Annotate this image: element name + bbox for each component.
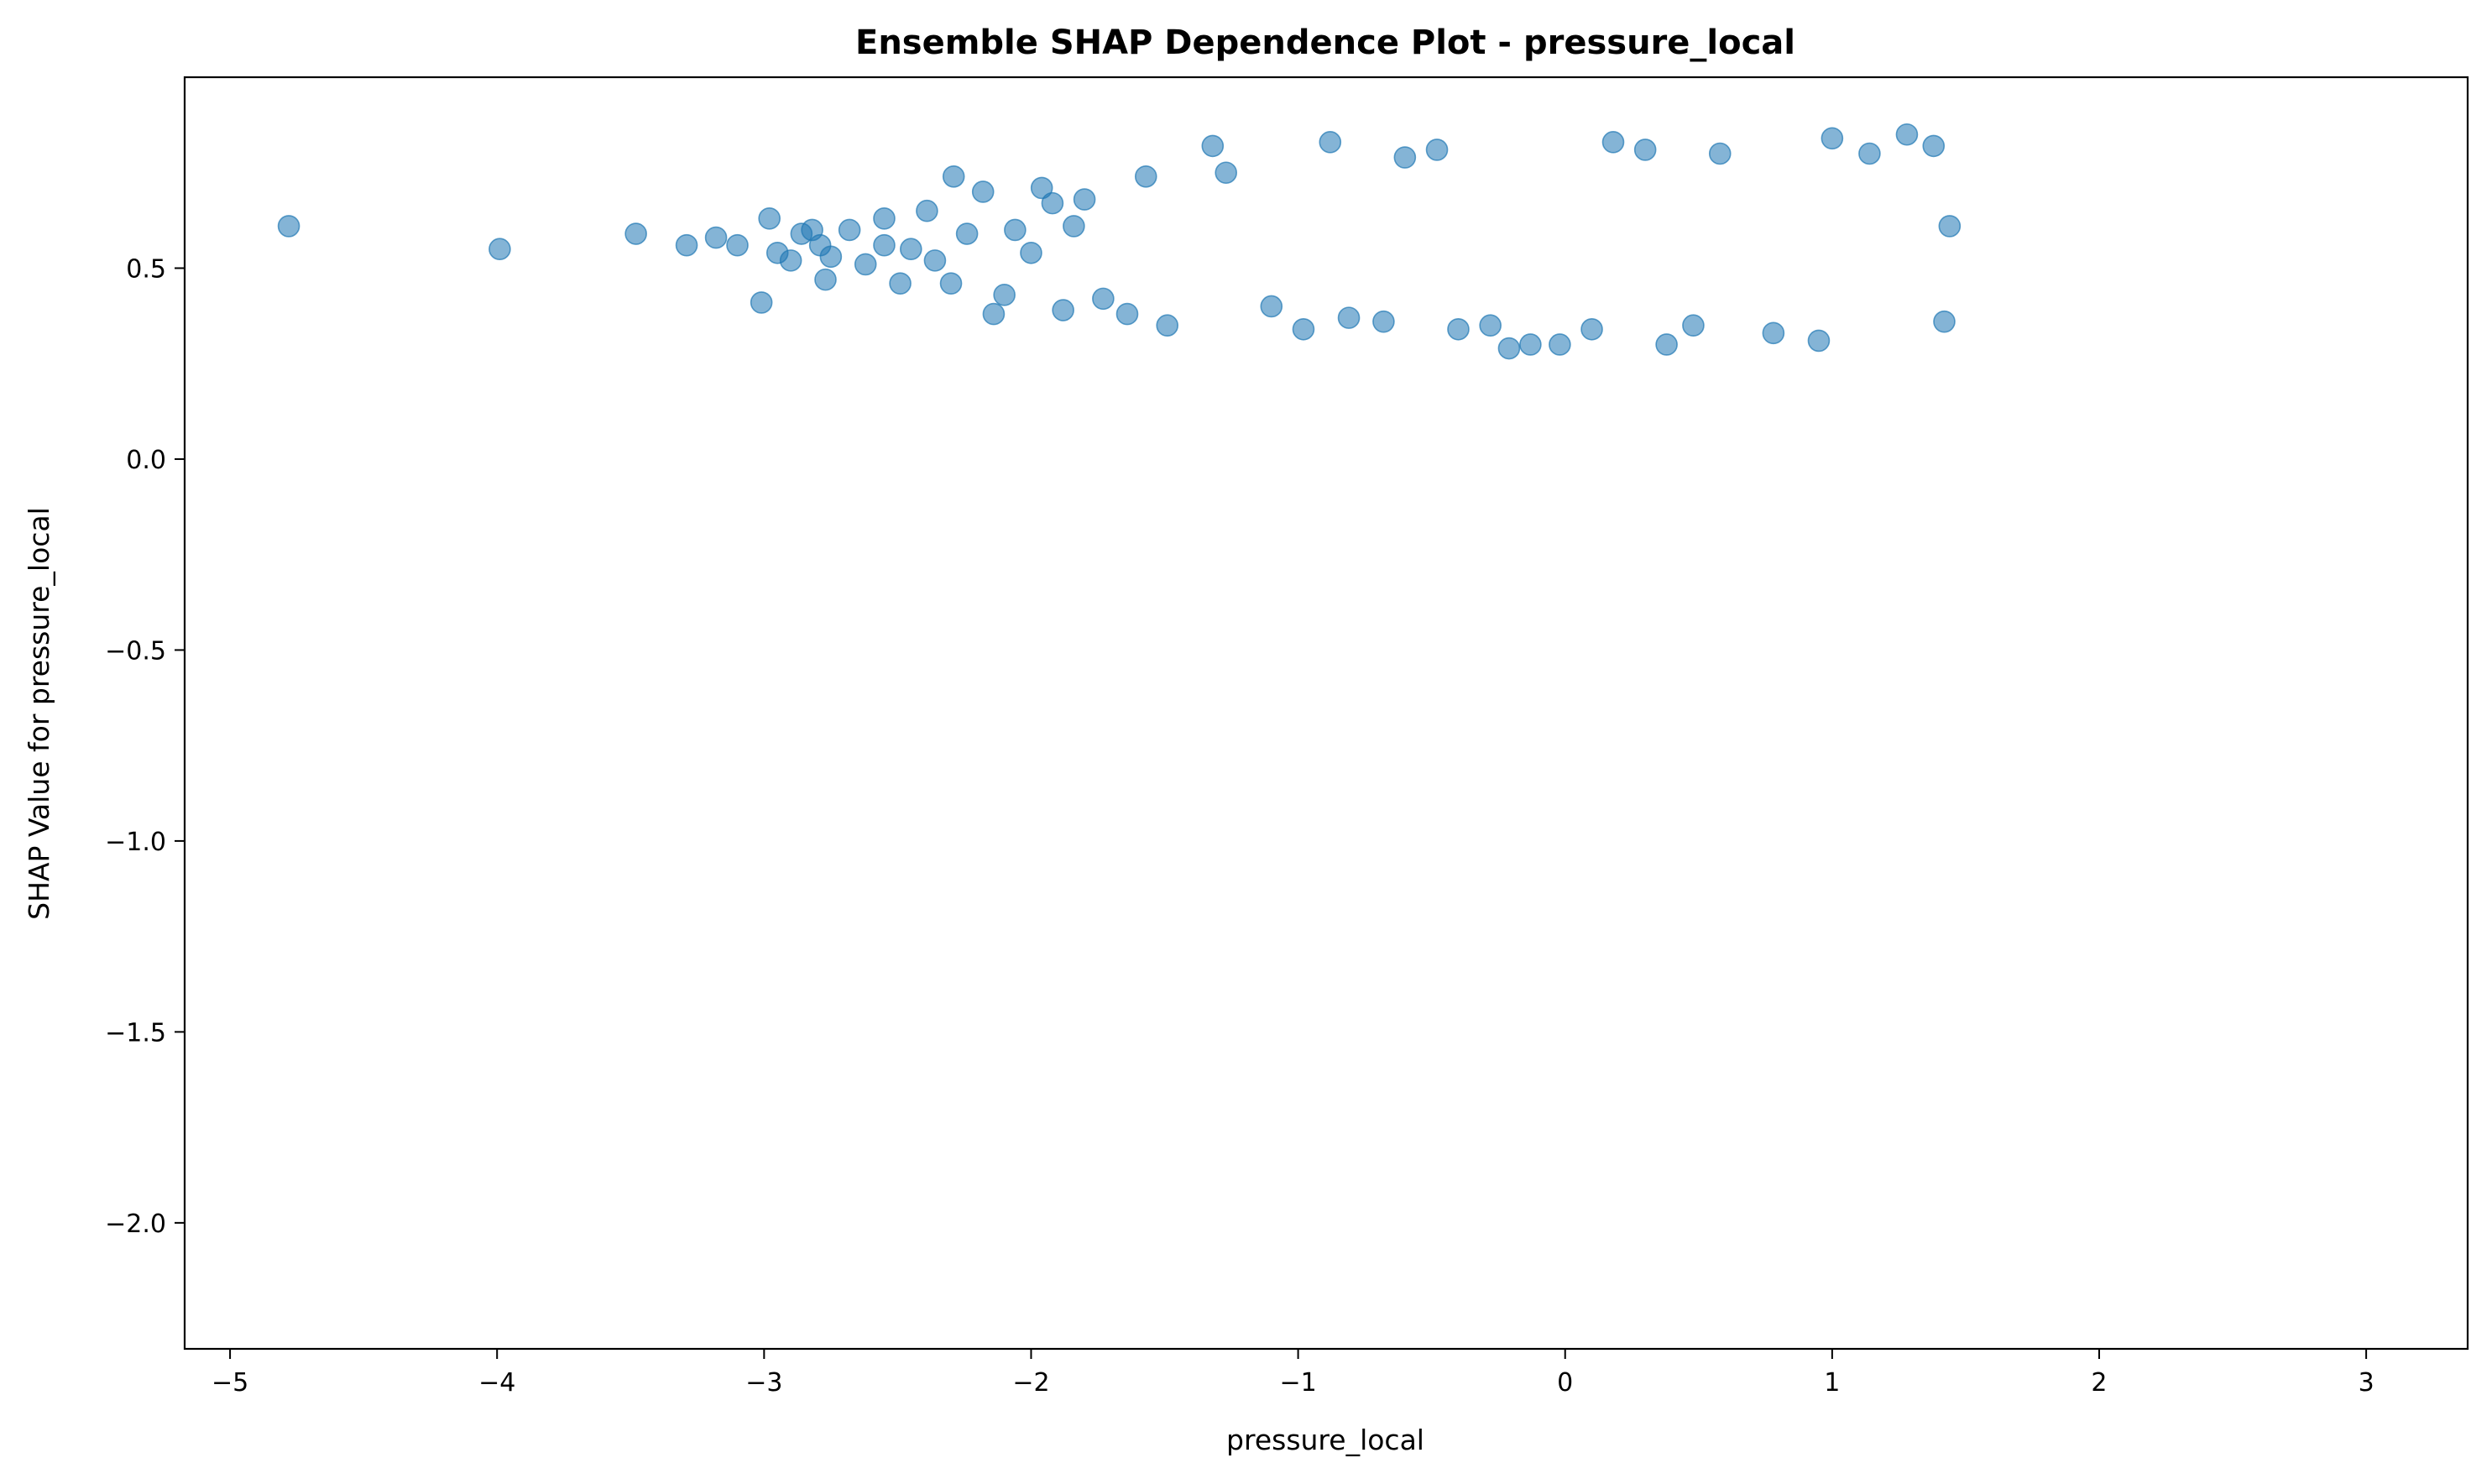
scatter-point	[624, 222, 647, 245]
scatter-point	[982, 302, 1006, 326]
scatter-point	[1020, 241, 1042, 264]
scatter-point	[1115, 302, 1139, 326]
scatter-points	[277, 123, 1962, 360]
scatter-point	[1337, 306, 1361, 329]
scatter-point	[819, 245, 843, 269]
chart-title: Ensemble SHAP Dependence Plot - pressure…	[855, 24, 1795, 62]
x-tick-label: 0	[1557, 1368, 1573, 1398]
scatter-point	[1393, 146, 1417, 169]
scatter-point	[726, 233, 749, 257]
scatter-point	[942, 165, 965, 188]
x-tick-label: −2	[1012, 1368, 1049, 1398]
scatter-point	[1447, 317, 1470, 341]
scatter-point	[1922, 134, 1946, 158]
scatter-point	[1479, 314, 1502, 337]
scatter-point	[854, 253, 877, 276]
x-tick-label: 3	[2359, 1368, 2374, 1398]
x-tick-label: 2	[2091, 1368, 2107, 1398]
y-tick-label: −1.0	[105, 828, 166, 857]
scatter-point	[1134, 165, 1157, 188]
scatter-point	[971, 180, 995, 203]
scatter-point	[1063, 215, 1085, 238]
scatter-point	[1549, 333, 1571, 356]
scatter-point	[955, 222, 979, 245]
scatter-point	[873, 207, 896, 230]
scatter-point	[916, 199, 938, 222]
scatter-point	[1497, 337, 1521, 360]
y-tick-label: 0.5	[126, 254, 166, 284]
scatter-point	[1580, 317, 1603, 341]
scatter-point	[1682, 314, 1705, 337]
scatter-point	[1292, 317, 1315, 341]
x-tick-label: 1	[1824, 1368, 1840, 1398]
plot-frame	[183, 76, 2469, 1351]
scatter-point	[1004, 218, 1027, 242]
scatter-point	[1372, 310, 1395, 333]
scatter-point	[1073, 188, 1096, 211]
scatter-point	[838, 218, 861, 242]
scatter-point	[1601, 131, 1625, 154]
scatter-point	[1938, 215, 1962, 238]
scatter-point	[277, 215, 300, 238]
scatter-point	[1762, 321, 1785, 345]
scatter-point	[750, 291, 773, 314]
scatter-point	[1655, 333, 1678, 356]
scatter-point	[1319, 131, 1342, 154]
scatter-point	[704, 226, 728, 249]
scatter-point	[939, 272, 963, 295]
scatter-point	[814, 268, 837, 291]
scatter-point	[1858, 142, 1881, 165]
scatter-point	[1807, 329, 1831, 353]
y-axis-title: SHAP Value for pressure_local	[23, 507, 55, 920]
y-tick-label: −1.5	[105, 1018, 166, 1048]
scatter-point	[488, 238, 511, 261]
scatter-point	[1519, 333, 1542, 356]
x-tick-label: −3	[745, 1368, 782, 1398]
scatter-point	[923, 249, 947, 272]
scatter-point	[873, 233, 896, 257]
x-tick-label: −5	[212, 1368, 248, 1398]
y-tick-label: −2.0	[105, 1210, 166, 1239]
scatter-point	[1052, 299, 1074, 321]
scatter-point	[1156, 314, 1179, 337]
scatter-point	[1895, 123, 1919, 146]
scatter-point	[1092, 287, 1115, 311]
scatter-point	[675, 233, 698, 257]
y-axis-ticks: 0.5 0.0 −0.5 −1.0 −1.5 −2.0	[105, 254, 185, 1239]
scatter-point	[1821, 127, 1844, 150]
x-tick-label: −1	[1279, 1368, 1316, 1398]
scatter-point	[1633, 138, 1657, 161]
scatter-point	[758, 207, 781, 230]
x-tick-label: −4	[478, 1368, 515, 1398]
scatter-point	[1215, 161, 1238, 185]
scatter-point	[1933, 310, 1956, 333]
y-tick-label: 0.0	[126, 446, 166, 475]
x-axis-ticks: −5 −4 −3 −2 −1 0 1 2 3	[212, 1349, 2374, 1398]
scatter-point	[900, 238, 922, 261]
scatter-point	[1425, 138, 1449, 161]
y-tick-label: −0.5	[105, 636, 166, 666]
scatter-point	[1708, 142, 1732, 165]
scatter-point	[779, 249, 802, 272]
scatter-point	[889, 272, 912, 295]
scatter-point	[993, 284, 1016, 306]
scatter-point	[1260, 295, 1283, 318]
scatter-point	[1030, 176, 1053, 200]
scatter-point	[1201, 134, 1225, 158]
scatter-point	[1041, 191, 1064, 215]
x-axis-title: pressure_local	[1226, 1424, 1424, 1456]
